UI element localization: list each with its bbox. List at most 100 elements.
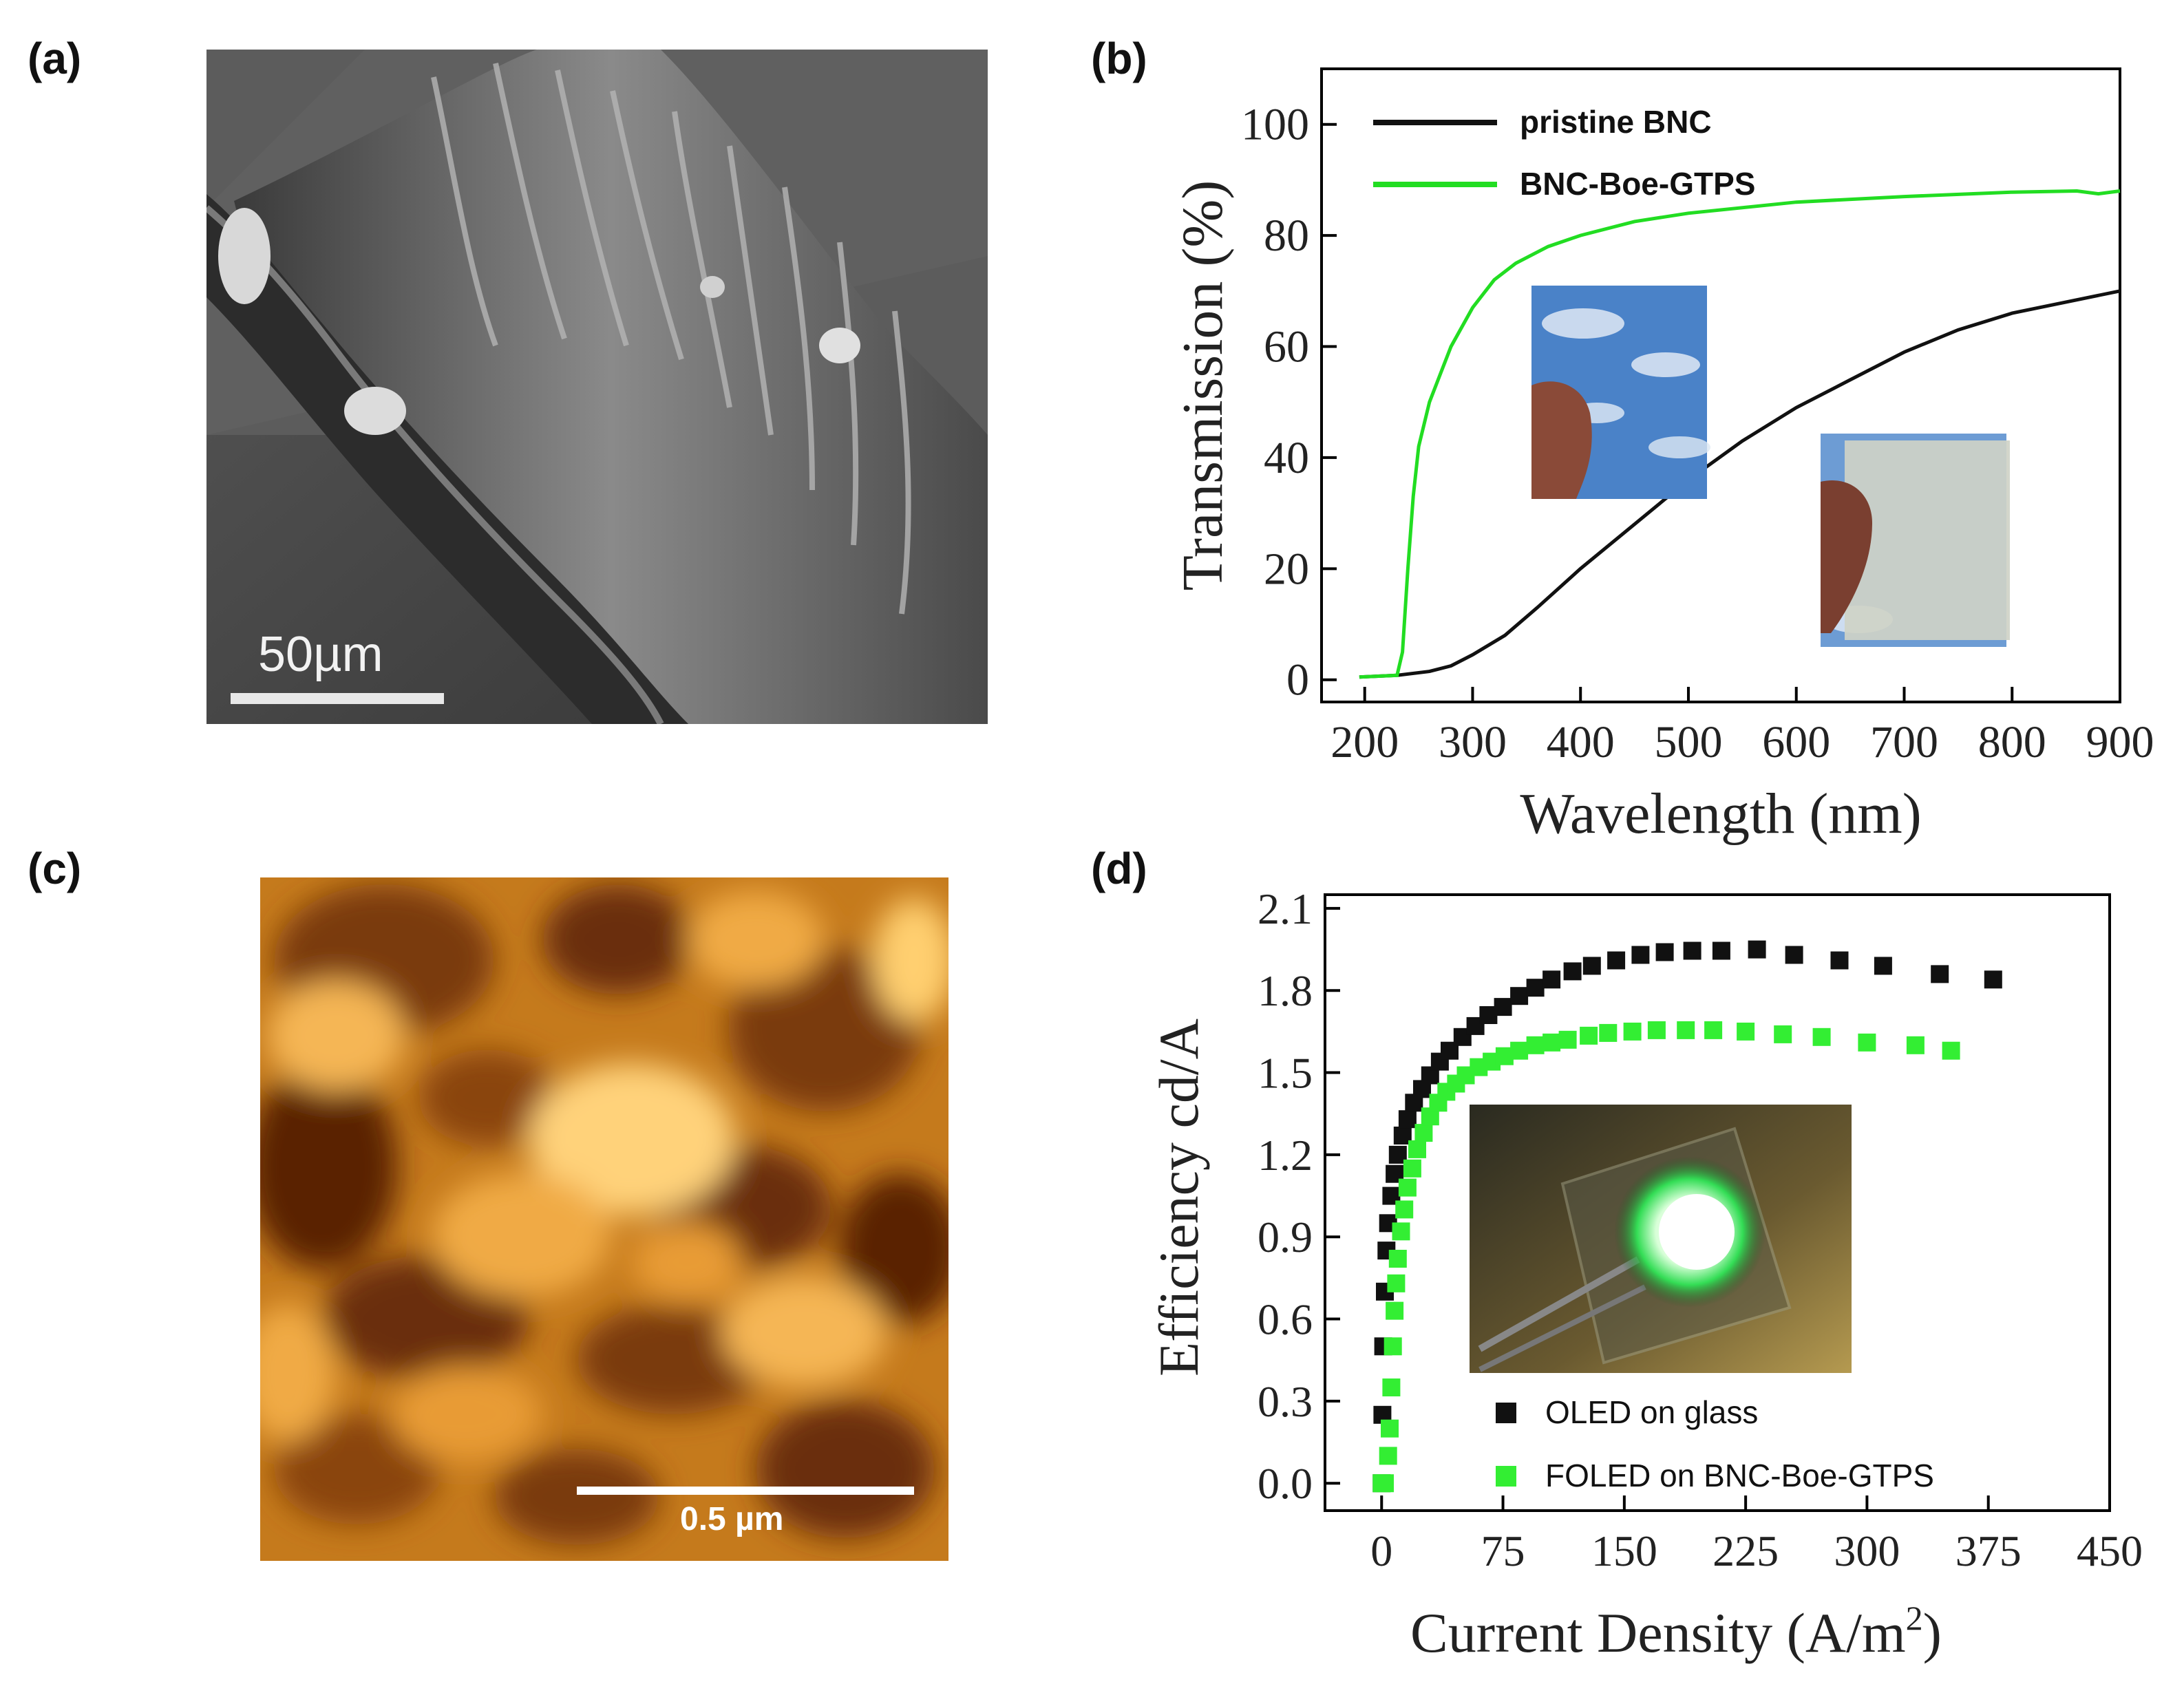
x-tick-label: 300 [1439, 717, 1507, 767]
data-point-oled-glass [1607, 951, 1626, 970]
data-point-foled-bnc [1447, 1074, 1465, 1093]
y-tick-label: 1.8 [1258, 966, 1313, 1015]
data-point-oled-glass [1466, 1016, 1485, 1035]
y-tick-label: 0.3 [1258, 1377, 1313, 1426]
data-point-foled-bnc [1414, 1124, 1433, 1142]
data-point-oled-glass [1984, 970, 2002, 989]
x-tick-label: 900 [2086, 717, 2154, 767]
data-point-oled-glass [1372, 1474, 1391, 1493]
data-point-oled-glass [1542, 970, 1561, 989]
legend-b-label-green: BNC-Boe-GTPS [1520, 166, 1755, 202]
data-point-oled-glass [1785, 946, 1803, 964]
data-point-foled-bnc [1774, 1025, 1792, 1043]
y-tick-label: 1.5 [1258, 1049, 1313, 1098]
x-tick-label: 0 [1370, 1526, 1392, 1575]
data-point-foled-bnc [1623, 1022, 1642, 1041]
data-point-foled-bnc [1386, 1301, 1404, 1320]
data-point-oled-glass [1748, 940, 1766, 959]
afm-image-drawing [260, 877, 948, 1561]
x-tick-label: 800 [1978, 717, 2046, 767]
legend-d-label-foled: FOLED on BNC-Boe-GTPS [1545, 1458, 1934, 1493]
data-point-foled-bnc [1383, 1337, 1402, 1356]
sem-scale-bar-label: 50µm [258, 627, 383, 682]
series-line-bnc-boe-gtps [1359, 189, 2121, 679]
y-tick-label: 80 [1264, 211, 1309, 261]
data-point-oled-glass [1830, 951, 1849, 970]
data-point-foled-bnc [1812, 1027, 1831, 1046]
x-tick-label: 450 [2077, 1526, 2143, 1575]
data-point-foled-bnc [1737, 1022, 1755, 1041]
data-point-oled-glass [1382, 1186, 1401, 1205]
data-point-oled-glass [1582, 957, 1601, 975]
data-point-foled-bnc [1421, 1107, 1439, 1126]
afm-image: 0.5 µm [260, 877, 948, 1561]
data-point-oled-glass [1479, 1006, 1498, 1024]
sem-image-drawing [206, 50, 988, 724]
y-tick-label: 100 [1241, 100, 1309, 150]
data-point-foled-bnc [1392, 1222, 1410, 1241]
data-point-foled-bnc [1906, 1036, 1925, 1054]
data-point-oled-glass [1388, 1145, 1407, 1164]
data-point-foled-bnc [1470, 1058, 1488, 1076]
data-point-foled-bnc [1395, 1200, 1414, 1219]
chart-d-x-axis-title: Current Density (A/m2) [1410, 1599, 1942, 1664]
y-tick-label: 20 [1264, 544, 1309, 594]
x-tick-label: 700 [1870, 717, 1938, 767]
y-tick-label: 0 [1286, 655, 1309, 705]
data-point-foled-bnc [1429, 1094, 1448, 1112]
legend-d-marker-foled [1496, 1466, 1516, 1487]
panel-label-d: (d) [1091, 844, 1147, 893]
legend-b-label-pristine: pristine BNC [1520, 104, 1712, 140]
afm-scale-bar-label: 0.5 µm [680, 1501, 784, 1537]
panel-label-b: (b) [1091, 34, 1147, 83]
data-point-oled-glass [1398, 1110, 1417, 1129]
chart-d-y-axis-title: Efficiency cd/A [1147, 1019, 1210, 1376]
data-point-oled-glass [1655, 943, 1674, 961]
sem-scale-bar [231, 693, 444, 704]
data-point-foled-bnc [1599, 1023, 1618, 1042]
x-tick-label: 375 [1955, 1526, 2022, 1575]
data-point-foled-bnc [1456, 1066, 1475, 1085]
data-point-foled-bnc [1382, 1378, 1401, 1396]
data-point-foled-bnc [1437, 1083, 1456, 1101]
x-tick-label: 225 [1713, 1526, 1779, 1575]
data-point-foled-bnc [1381, 1419, 1399, 1438]
data-point-oled-glass [1374, 1337, 1392, 1356]
legend-d-label-oled: OLED on glass [1545, 1394, 1758, 1430]
data-point-foled-bnc [1387, 1274, 1406, 1292]
data-point-oled-glass [1563, 962, 1582, 981]
data-point-foled-bnc [1398, 1178, 1417, 1197]
x-tick-label: 400 [1547, 717, 1615, 767]
data-point-foled-bnc [1388, 1250, 1407, 1268]
y-tick-label: 0.0 [1258, 1459, 1313, 1508]
chart-b-y-axis-title: Transmission (%) [1171, 180, 1235, 591]
data-point-foled-bnc [1677, 1021, 1695, 1039]
data-point-foled-bnc [1372, 1474, 1391, 1493]
series-line-pristine-bnc [1359, 289, 2121, 679]
data-point-foled-bnc [1379, 1447, 1397, 1465]
data-point-foled-bnc [1510, 1041, 1529, 1060]
x-tick-label: 150 [1591, 1526, 1657, 1575]
inset-photo-oled [1470, 1105, 1852, 1373]
inset-photo-hazy-film [1821, 434, 2010, 647]
chart-d-frame [1324, 893, 2111, 1512]
x-tick-label: 75 [1481, 1526, 1525, 1575]
data-point-oled-glass [1510, 987, 1529, 1005]
data-point-oled-glass [1413, 1080, 1431, 1098]
data-point-oled-glass [1931, 965, 1949, 983]
data-point-foled-bnc [1647, 1021, 1666, 1039]
x-tick-label: 500 [1654, 717, 1722, 767]
data-point-oled-glass [1379, 1214, 1397, 1233]
y-tick-label: 1.2 [1258, 1131, 1313, 1180]
data-point-oled-glass [1631, 946, 1650, 964]
x-tick-label: 300 [1834, 1526, 1900, 1575]
data-point-oled-glass [1376, 1282, 1394, 1301]
data-point-foled-bnc [1858, 1033, 1876, 1052]
data-point-oled-glass [1421, 1066, 1439, 1085]
data-point-oled-glass [1441, 1041, 1459, 1060]
x-tick-label: 600 [1762, 717, 1830, 767]
y-tick-label: 0.9 [1258, 1213, 1313, 1261]
chart-b-x-axis-title: Wavelength (nm) [1520, 782, 1921, 846]
data-point-foled-bnc [1408, 1140, 1426, 1158]
panel-label-a: (a) [28, 34, 82, 83]
